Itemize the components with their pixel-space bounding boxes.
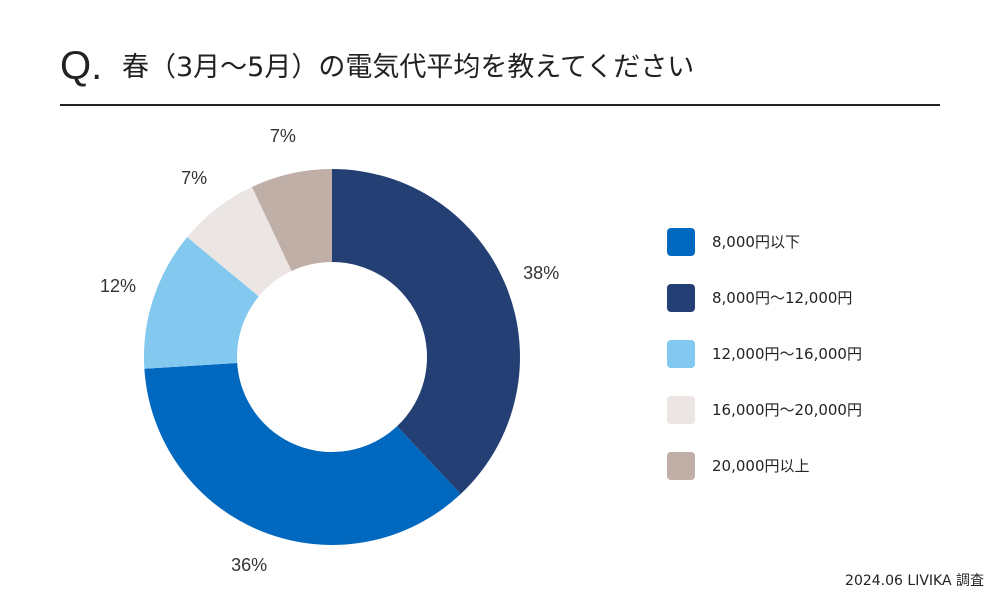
legend-item: 20,000円以上 bbox=[667, 452, 967, 508]
legend-label: 8,000円以下 bbox=[712, 233, 800, 251]
data-label: 7% bbox=[270, 126, 296, 146]
pie-slice bbox=[144, 237, 259, 369]
legend-item: 16,000円〜20,000円 bbox=[667, 396, 967, 452]
data-label: 38% bbox=[523, 263, 559, 283]
data-label: 36% bbox=[231, 555, 267, 575]
question-text: 春（3月〜5月）の電気代平均を教えてください bbox=[122, 52, 695, 83]
legend-swatch bbox=[667, 452, 695, 480]
legend-label: 8,000円〜12,000円 bbox=[712, 289, 853, 307]
source-note: 2024.06 LIVIKA 調査 bbox=[845, 573, 984, 589]
legend-label: 12,000円〜16,000円 bbox=[712, 345, 862, 363]
pie-slice bbox=[332, 169, 520, 495]
data-label: 12% bbox=[100, 276, 136, 296]
legend-swatch bbox=[667, 340, 695, 368]
pie-slice bbox=[144, 362, 461, 545]
legend-swatch bbox=[667, 284, 695, 312]
question-header: Q. 春（3月〜5月）の電気代平均を教えてください bbox=[60, 36, 940, 106]
pie-slice bbox=[251, 169, 332, 272]
data-label: 7% bbox=[181, 168, 207, 188]
pie-slice bbox=[187, 186, 292, 297]
legend-swatch bbox=[667, 228, 695, 256]
legend: 8,000円以下 8,000円〜12,000円 12,000円〜16,000円 … bbox=[667, 228, 967, 508]
question-mark: Q. bbox=[60, 44, 103, 88]
legend-item: 8,000円以下 bbox=[667, 228, 967, 284]
legend-label: 16,000円〜20,000円 bbox=[712, 401, 862, 419]
legend-item: 8,000円〜12,000円 bbox=[667, 284, 967, 340]
legend-swatch bbox=[667, 396, 695, 424]
legend-item: 12,000円〜16,000円 bbox=[667, 340, 967, 396]
legend-label: 20,000円以上 bbox=[712, 457, 810, 475]
